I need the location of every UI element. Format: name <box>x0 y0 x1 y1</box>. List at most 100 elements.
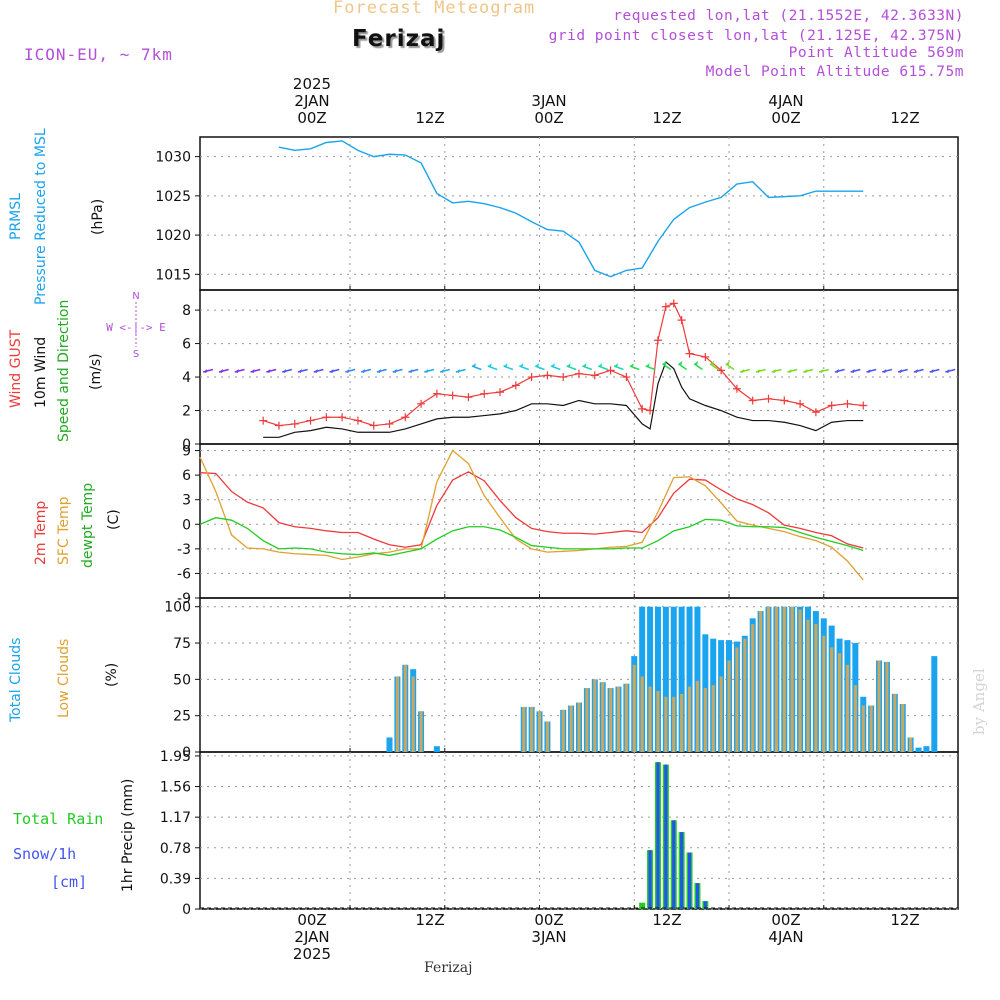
low-cloud-bar <box>640 676 644 752</box>
low-cloud-bar <box>577 702 581 752</box>
y-tick-label: -3 <box>177 542 191 558</box>
snow-bar <box>664 764 668 909</box>
snow-bar <box>680 832 684 909</box>
gust-point <box>290 419 299 428</box>
wind-arrow-head <box>266 368 271 373</box>
total-cloud-bar <box>647 606 654 752</box>
y-tick-label: 1.56 <box>160 780 191 796</box>
gust-point <box>559 373 568 382</box>
wind-arrow-head <box>503 363 508 368</box>
wind-arrow-head <box>550 363 555 368</box>
y-tick-label: 1020 <box>155 228 191 244</box>
low-cloud-bar <box>530 706 534 752</box>
low-cloud-bar <box>893 693 897 752</box>
total-cloud-bar <box>433 746 440 752</box>
gust-point <box>448 391 457 400</box>
wind-arrow <box>598 365 608 371</box>
model-label: ICON-EU, ~ 7km <box>24 45 173 64</box>
temp-line-1 <box>199 449 864 581</box>
gust-point <box>274 421 283 430</box>
y-tick-label: 4 <box>182 370 191 386</box>
panel-frame-2 <box>199 443 959 599</box>
top-tick-3jan-00z: 3JAN 00Z <box>531 92 567 127</box>
wind-arrow-head <box>882 368 887 373</box>
low-cloud-bar <box>672 696 676 752</box>
low-cloud-bar <box>616 686 621 752</box>
low-cloud-bar <box>869 705 873 752</box>
wind-arrow-head <box>329 368 334 373</box>
location-title: Ferizaj <box>352 26 446 52</box>
wind-arrow-head <box>614 363 619 368</box>
wind-arrow-head <box>376 368 381 373</box>
snow-bar <box>687 852 692 909</box>
wind-arrow-head <box>913 368 918 373</box>
low-cloud-bar <box>901 704 905 752</box>
wind-arrow <box>534 365 545 371</box>
gust-point <box>764 394 773 403</box>
y-tick-label: 1030 <box>155 150 191 166</box>
gust-point <box>259 416 268 425</box>
gust-point <box>780 396 789 405</box>
y-tick-label: 1.95 <box>160 749 191 765</box>
wind-arrow-head <box>945 368 950 373</box>
gust-point <box>669 299 678 308</box>
gust-point <box>661 302 670 311</box>
gust-line <box>262 302 864 427</box>
model-altitude: Model Point Altitude 615.75m <box>705 64 964 80</box>
compass-north: N <box>132 291 139 302</box>
wind-arrow-head <box>218 368 223 373</box>
wind-arrow-head <box>203 368 208 373</box>
gust-point <box>701 352 710 361</box>
low-cloud-bar <box>569 705 573 752</box>
gust-point <box>480 389 489 398</box>
low-cloud-bar <box>782 606 786 752</box>
bottom-tick-3jan-00z: 00Z 3JAN <box>531 911 567 946</box>
y-tick-label: 0 <box>182 437 191 453</box>
y-tick-label: 0.78 <box>160 841 191 857</box>
low-cloud-bar <box>656 690 660 752</box>
legend-total-rain: Total Rain <box>13 810 104 828</box>
wind-arrow <box>487 365 498 371</box>
low-cloud-bar <box>609 688 613 752</box>
y-tick-label: -6 <box>177 566 191 582</box>
bottom-tick-3jan-12z: 12Z <box>652 911 682 929</box>
gust-point <box>417 399 426 408</box>
wind-arrow-head <box>850 368 855 373</box>
gust-point <box>369 421 378 430</box>
low-cloud-bar <box>695 680 700 752</box>
gust-point <box>575 369 583 378</box>
gust-point <box>638 404 647 413</box>
top-tick-4jan-00z: 4JAN 00Z <box>768 92 804 127</box>
wind-arrow-head <box>771 368 776 373</box>
wind-arrow <box>519 365 529 371</box>
y-tick-label: 6 <box>182 337 191 353</box>
wind-arrow <box>709 363 719 371</box>
wind-arrow-head <box>929 368 934 373</box>
wind-arrow <box>725 363 735 371</box>
low-cloud-bar <box>719 676 723 752</box>
low-cloud-bar <box>593 679 597 752</box>
wind-arrow-head <box>487 363 492 368</box>
wind-arrow <box>582 365 593 371</box>
total-cloud-bar <box>678 606 685 752</box>
rain-bar <box>639 902 646 909</box>
wind-arrow <box>550 365 561 371</box>
wind-arrow-head <box>582 363 587 368</box>
gust-point <box>432 389 441 398</box>
low-cloud-bar <box>561 709 565 752</box>
wind-arrow-head <box>345 368 350 373</box>
grid-point-coordinates: grid point closest lon,lat (21.125E, 42.… <box>548 28 964 44</box>
total-cloud-bar <box>931 656 938 752</box>
snow-bar <box>703 901 707 909</box>
wind-arrow <box>629 365 640 371</box>
low-cloud-bar <box>774 606 778 752</box>
snow-bar <box>656 762 660 909</box>
bottom-tick-4jan-00z: 00Z 4JAN <box>768 911 804 946</box>
low-cloud-bar <box>419 711 423 752</box>
low-cloud-bar <box>861 705 865 752</box>
wind-arrow-head <box>645 363 650 368</box>
low-cloud-bar <box>853 685 857 752</box>
y-tick-label: 0 <box>182 517 191 533</box>
low-cloud-bar <box>885 661 889 752</box>
total-cloud-bar <box>915 747 922 752</box>
